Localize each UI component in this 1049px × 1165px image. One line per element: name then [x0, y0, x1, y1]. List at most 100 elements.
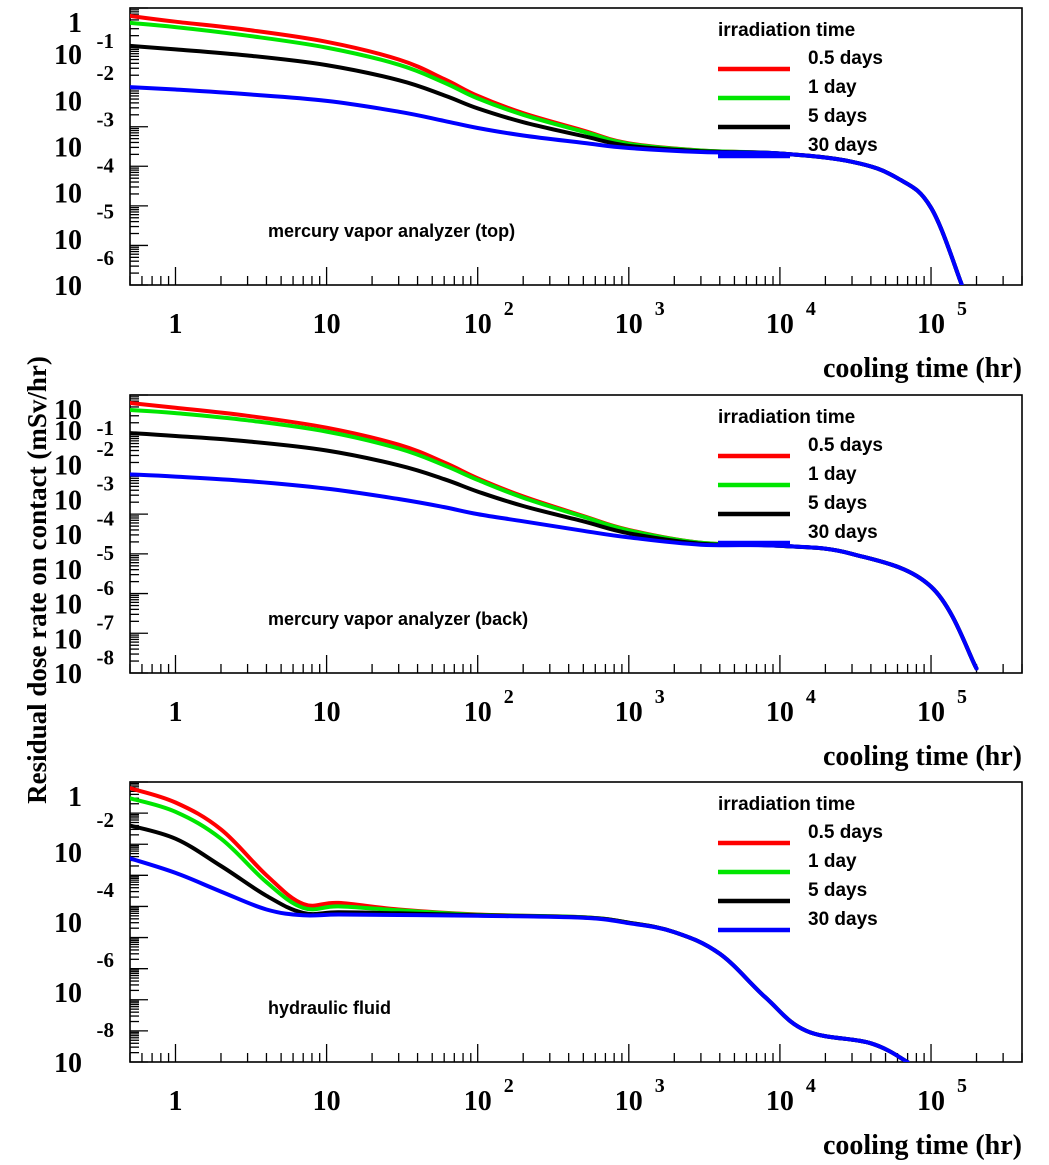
legend-label: 5 days [808, 493, 867, 514]
series-line-30-days [130, 472, 979, 671]
x-axis-title: cooling time (hr) [823, 1130, 1022, 1160]
series-lines [130, 401, 979, 671]
y-tick-label: 10 [54, 590, 82, 621]
y-tick-label-exponent: -3 [97, 107, 115, 131]
x-tick-label: 10 [464, 697, 492, 728]
x-tick-label-exponent: 4 [806, 686, 816, 708]
y-tick-label-exponent: -2 [97, 437, 115, 461]
x-tick-label: 10 [313, 309, 341, 340]
legend-label: 0.5 days [808, 48, 883, 69]
y-ticks [130, 781, 148, 1063]
series-lines [130, 786, 910, 1062]
legend: irradiation time 0.5 days 1 day 5 days 30 da… [718, 794, 883, 933]
y-tick-label-exponent: -4 [97, 154, 115, 178]
legend-title: irradiation time [718, 407, 855, 428]
y-axis-label: Residual dose rate on contact (mSv/hr) [22, 356, 52, 804]
y-tick-label-exponent: -1 [97, 416, 115, 440]
x-tick-label-exponent: 5 [957, 1075, 967, 1097]
y-tick-label: 10 [54, 86, 82, 117]
y-tick-label: 10 [54, 271, 82, 302]
y-tick-label-exponent: -6 [97, 246, 115, 270]
y-tick-label-exponent: -5 [97, 200, 115, 224]
y-tick-label: 10 [54, 451, 82, 482]
legend-label: 5 days [808, 880, 867, 901]
x-tick-label-exponent: 3 [655, 686, 665, 708]
panel-annotation: hydraulic fluid [268, 998, 391, 1018]
legend: irradiation time 0.5 days 1 day 5 days 30 da… [718, 20, 883, 159]
y-ticks [130, 7, 148, 286]
y-tick-label-exponent: -1 [97, 29, 115, 53]
x-tick-label: 1 [168, 697, 182, 728]
x-tick-label: 10 [615, 309, 643, 340]
x-tick-label: 10 [313, 697, 341, 728]
y-tick-label: 10 [54, 838, 82, 869]
x-tick-label-exponent: 4 [806, 298, 816, 320]
x-tick-label: 10 [313, 1086, 341, 1117]
legend-label: 0.5 days [808, 435, 883, 456]
x-tick-label-exponent: 5 [957, 686, 967, 708]
legend-label: 30 days [808, 522, 878, 543]
x-tick-label: 10 [615, 697, 643, 728]
series-line-30-days [130, 85, 964, 285]
y-tick-label: 1 [68, 782, 82, 813]
y-tick-label: 10 [54, 908, 82, 939]
x-tick-label: 1 [168, 1086, 182, 1117]
y-tick-label-exponent: -6 [97, 576, 115, 600]
y-tick-label-exponent: -2 [97, 808, 115, 832]
y-tick-label: 1 [68, 8, 82, 39]
legend-label: 5 days [808, 106, 867, 127]
x-tick-label: 10 [917, 309, 945, 340]
y-ticks [130, 394, 148, 674]
x-ticks [129, 1044, 1023, 1062]
x-tick-label: 10 [766, 697, 794, 728]
y-tick-label-exponent: -4 [97, 506, 115, 530]
y-tick-label: 10 [54, 520, 82, 551]
y-tick-label-exponent: -8 [97, 645, 115, 669]
panel-3: 1 10 10 2 10 3 10 4 10 5 cooling time (hr) 1 -2 10 -4 1… [54, 781, 1023, 1161]
panel-annotation: mercury vapor analyzer (back) [268, 609, 528, 629]
x-tick-label: 10 [464, 309, 492, 340]
x-ticks [129, 655, 1023, 673]
x-axis-title: cooling time (hr) [823, 353, 1022, 384]
plot-frame [129, 394, 1023, 674]
y-tick-label-exponent: -4 [97, 878, 115, 902]
x-tick-label: 1 [168, 309, 182, 340]
x-tick-label-exponent: 4 [806, 1075, 816, 1097]
x-tick-label-exponent: 3 [655, 298, 665, 320]
legend-label: 1 day [808, 77, 857, 98]
x-tick-label-exponent: 5 [957, 298, 967, 320]
y-tick-label: 10 [54, 978, 82, 1009]
x-tick-label: 10 [615, 1086, 643, 1117]
y-tick-label: 10 [54, 1048, 82, 1079]
y-tick-label: 10 [54, 659, 82, 690]
plot-frame [129, 781, 1023, 1063]
legend-label: 1 day [808, 464, 857, 485]
legend-label: 30 days [808, 135, 878, 156]
y-tick-label: 10 [54, 416, 82, 447]
x-tick-label: 10 [464, 1086, 492, 1117]
series-line-30-days [130, 856, 910, 1062]
x-tick-label: 10 [917, 1086, 945, 1117]
panel-annotation: mercury vapor analyzer (top) [268, 221, 515, 241]
y-tick-label: 10 [54, 555, 82, 586]
y-tick-label: 10 [54, 225, 82, 256]
y-tick-label: 10 [54, 133, 82, 164]
legend-label: 30 days [808, 909, 878, 930]
x-tick-label: 10 [917, 697, 945, 728]
x-tick-label-exponent: 2 [504, 1075, 514, 1097]
x-axis-title: cooling time (hr) [823, 741, 1022, 772]
x-tick-label-exponent: 3 [655, 1075, 665, 1097]
y-tick-label: 10 [54, 179, 82, 210]
y-tick-label-exponent: -7 [97, 611, 115, 635]
y-tick-label-exponent: -6 [97, 948, 115, 972]
legend-label: 1 day [808, 851, 857, 872]
legend: irradiation time 0.5 days 1 day 5 days 30 da… [718, 407, 883, 546]
y-tick-label: 10 [54, 624, 82, 655]
y-tick-label: 10 [54, 485, 82, 516]
y-tick-label: 10 [54, 395, 82, 426]
legend-title: irradiation time [718, 20, 855, 41]
